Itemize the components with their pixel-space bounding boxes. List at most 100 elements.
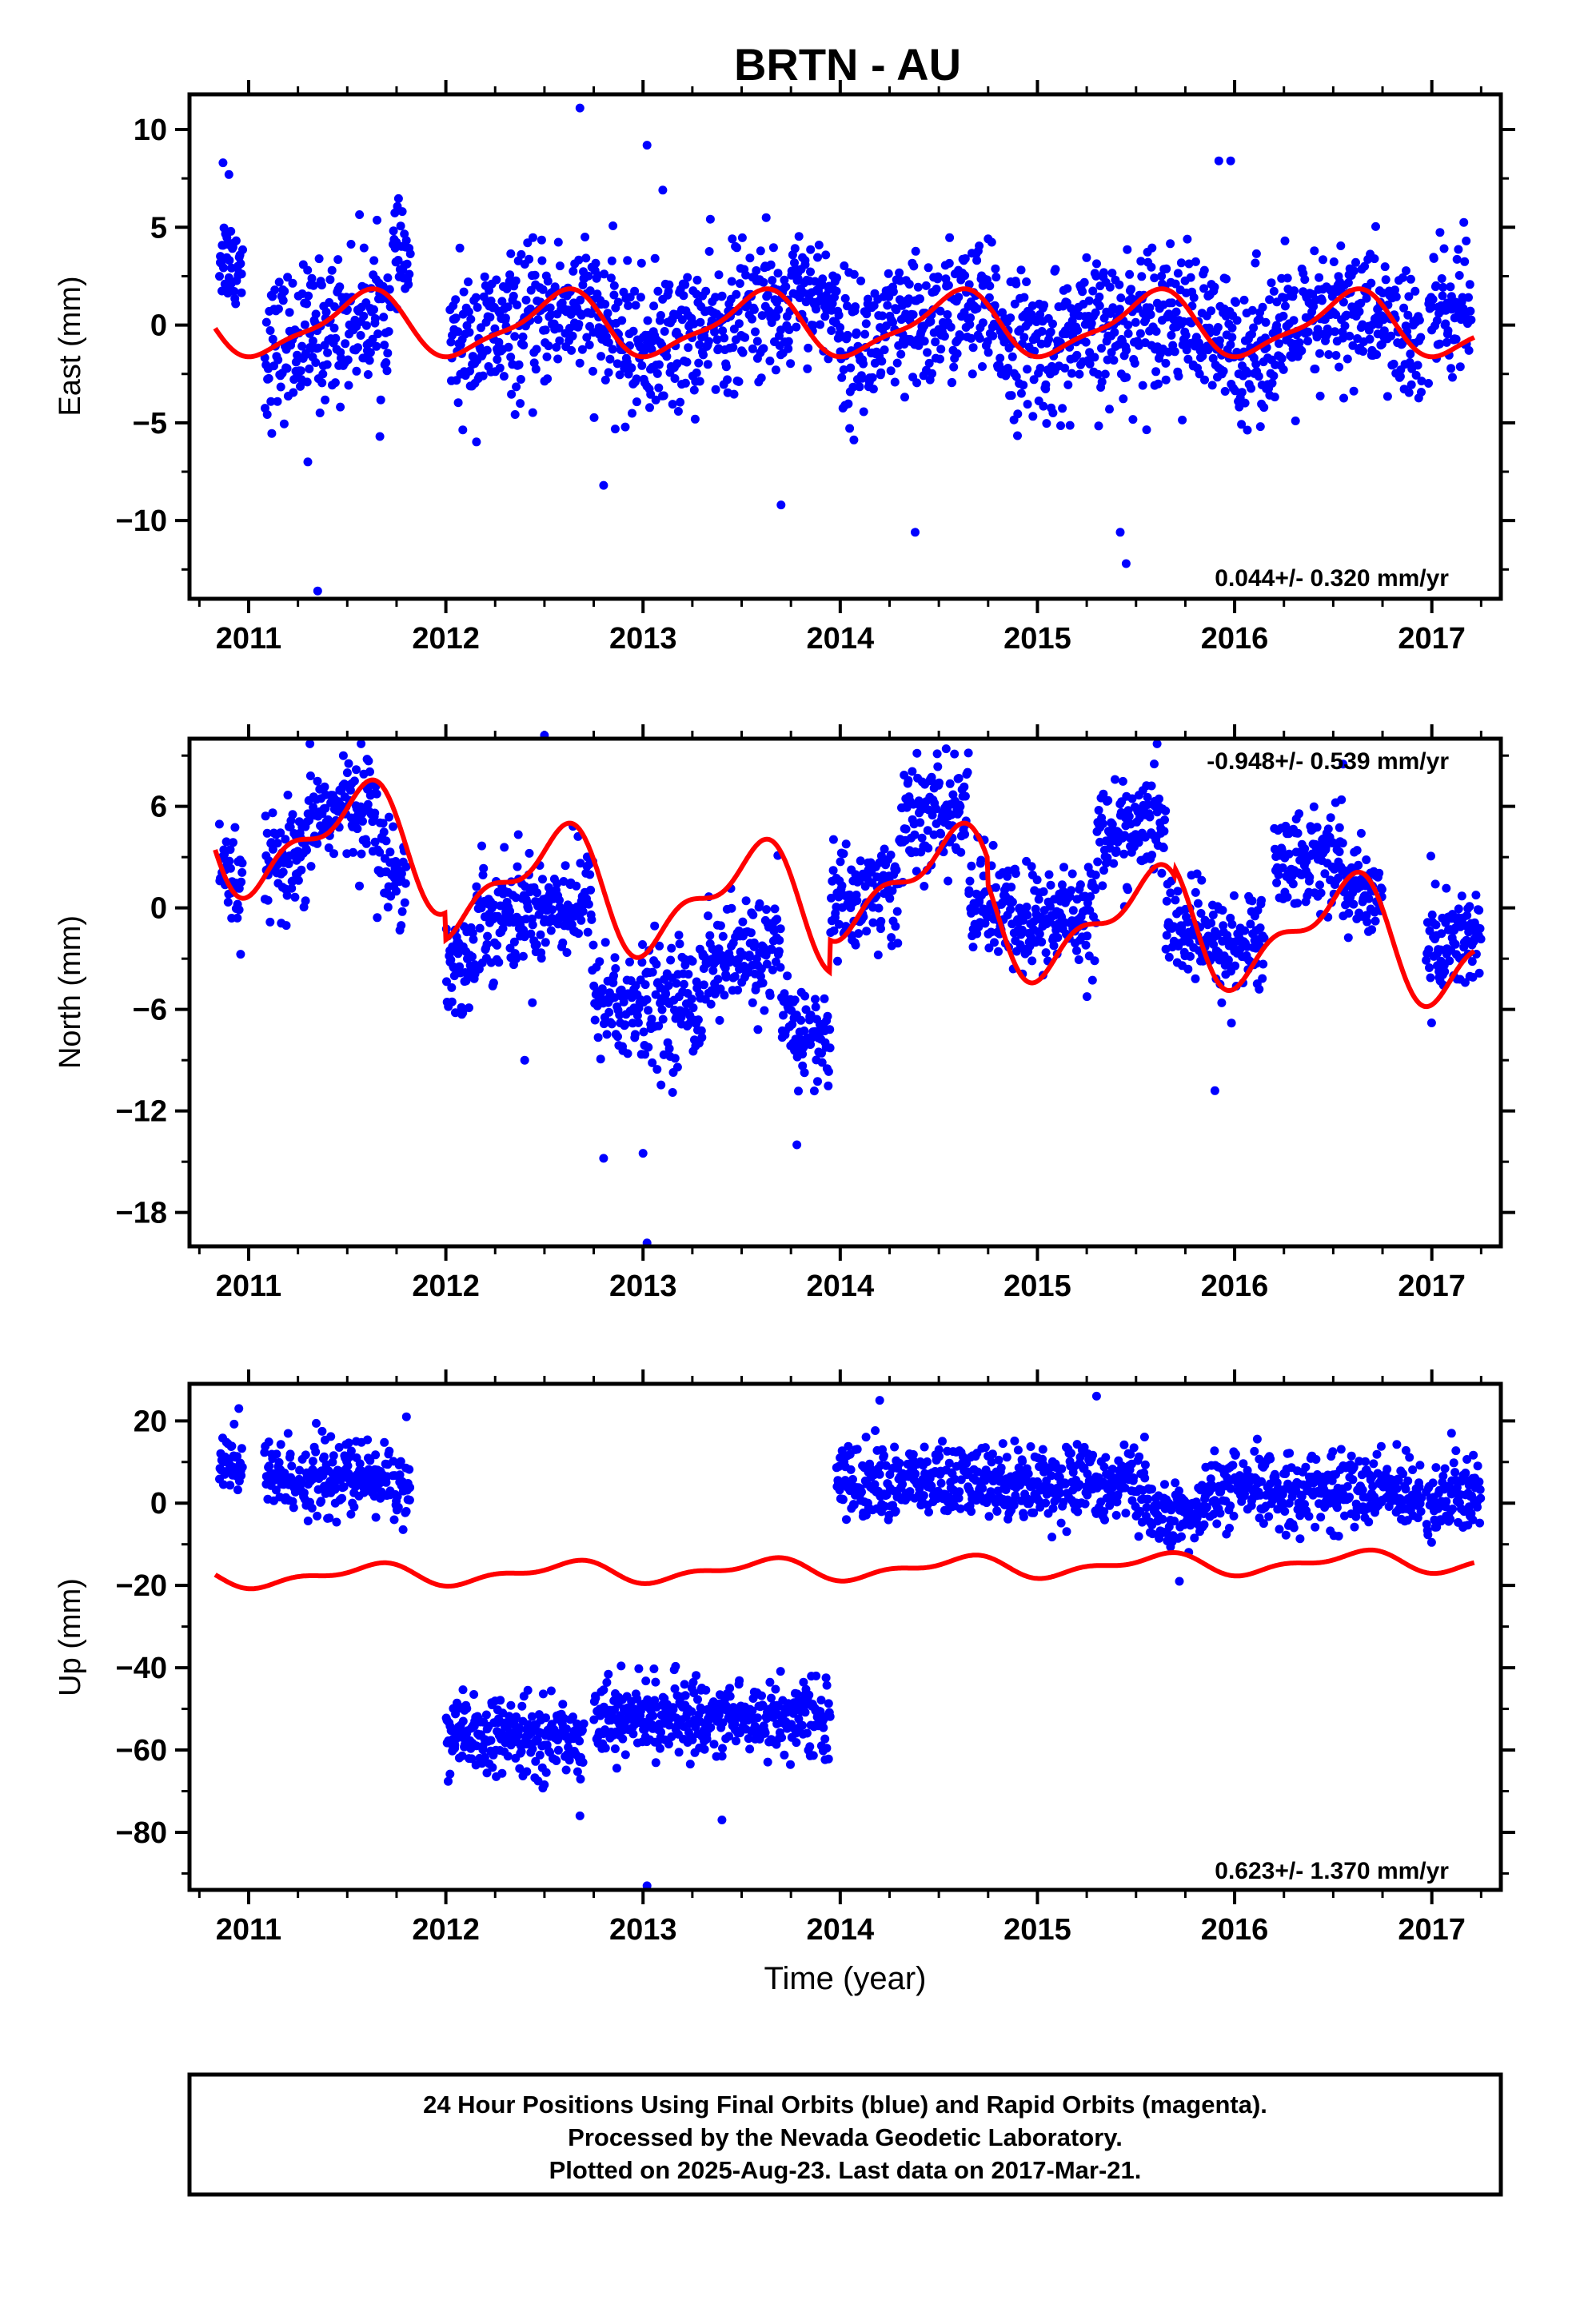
east-point	[385, 327, 393, 336]
north-point	[233, 914, 241, 923]
east-point	[1300, 275, 1309, 284]
north-point	[1354, 861, 1363, 870]
up-point	[656, 1728, 665, 1736]
up-point	[618, 1735, 627, 1744]
east-point	[1200, 376, 1209, 385]
east-point	[868, 373, 877, 382]
east-point	[1343, 355, 1352, 364]
north-point	[465, 1003, 473, 1012]
north-point	[1353, 846, 1362, 855]
east-point	[795, 232, 804, 241]
east-point	[1039, 402, 1047, 411]
north-point	[613, 1032, 622, 1041]
east-point	[656, 311, 665, 320]
east-point	[786, 359, 795, 368]
east-point	[869, 385, 878, 393]
up-point	[237, 1471, 245, 1480]
north-point	[307, 862, 316, 871]
east-point	[510, 332, 519, 341]
north-point	[1083, 931, 1091, 940]
east-point	[928, 369, 936, 378]
east-point	[1407, 381, 1416, 389]
east-point	[732, 290, 740, 299]
north-point	[1451, 940, 1460, 949]
east-point	[1177, 258, 1186, 267]
east-point	[323, 349, 332, 357]
north-point	[1442, 884, 1450, 893]
north-point	[392, 887, 401, 895]
east-point	[1303, 337, 1312, 345]
north-point	[1147, 782, 1156, 791]
north-point	[829, 835, 838, 844]
up-point	[497, 1769, 506, 1778]
north-point	[1431, 879, 1440, 888]
north-point	[1047, 881, 1055, 890]
east-point	[1116, 293, 1125, 302]
east-point	[1214, 323, 1223, 332]
east-point	[1167, 331, 1175, 340]
east-point	[720, 333, 728, 342]
east-point	[984, 348, 993, 357]
east-point	[576, 104, 585, 113]
east-point	[1466, 316, 1475, 325]
east-point	[373, 329, 382, 338]
east-point	[936, 355, 944, 364]
north-point	[794, 1086, 803, 1095]
east-point	[355, 210, 364, 219]
east-point	[728, 234, 736, 243]
east-point	[1207, 306, 1215, 315]
east-point	[909, 261, 918, 270]
east-point	[273, 356, 282, 365]
north-point	[933, 749, 942, 758]
north-point	[1112, 847, 1121, 855]
east-point	[553, 355, 562, 364]
east-point	[270, 285, 279, 294]
east-point	[1240, 296, 1249, 305]
east-point	[1019, 381, 1027, 389]
north-point	[966, 877, 975, 886]
east-point	[237, 269, 246, 278]
east-point	[285, 308, 294, 317]
east-point	[1363, 294, 1371, 303]
north-point	[529, 920, 537, 929]
north-point	[956, 802, 964, 811]
up-point	[577, 1775, 585, 1784]
up-point	[517, 1702, 526, 1711]
up-point	[445, 1770, 454, 1779]
east-point	[532, 365, 541, 373]
east-point	[1082, 253, 1091, 262]
north-point	[862, 927, 871, 935]
east-point	[651, 254, 660, 263]
east-point	[877, 357, 886, 365]
north-point	[989, 841, 998, 850]
east-point	[1259, 403, 1268, 412]
up-point	[552, 1756, 561, 1765]
east-point	[1466, 280, 1474, 289]
north-point	[748, 911, 757, 919]
north-point	[1159, 827, 1168, 835]
east-point	[605, 355, 614, 364]
north-point	[385, 847, 394, 856]
east-point	[373, 216, 381, 225]
east-point	[465, 328, 474, 337]
east-point	[383, 349, 392, 357]
east-point	[1318, 297, 1327, 305]
north-point	[282, 921, 291, 930]
north-point	[483, 932, 492, 941]
north-point	[738, 918, 747, 927]
up-point	[488, 1763, 497, 1772]
east-point	[302, 300, 311, 309]
east-point	[1082, 338, 1091, 347]
up-point	[562, 1724, 571, 1733]
north-point	[1076, 880, 1085, 889]
east-xtick-label: 2011	[216, 622, 281, 656]
up-point	[504, 1752, 513, 1760]
north-point	[1257, 896, 1266, 905]
east-point	[943, 310, 952, 319]
north-point	[1146, 813, 1155, 822]
north-point	[648, 968, 657, 977]
east-point	[515, 361, 524, 369]
north-point	[1310, 803, 1319, 811]
east-point	[1339, 394, 1348, 403]
up-point	[286, 1449, 295, 1458]
